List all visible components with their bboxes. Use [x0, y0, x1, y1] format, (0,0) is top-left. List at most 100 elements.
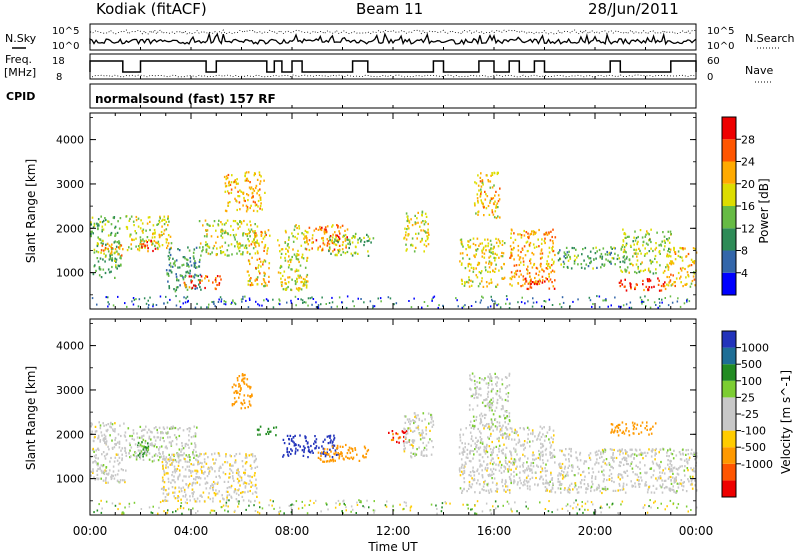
velocity-cell — [640, 453, 643, 456]
power-cell — [114, 251, 116, 254]
power-cell — [425, 215, 428, 218]
velocity-cell — [623, 432, 626, 435]
power-echo-cells — [90, 171, 698, 309]
velocity-cell — [591, 483, 594, 486]
power-cell — [317, 306, 320, 309]
power-cell — [538, 282, 541, 285]
power-cell — [635, 271, 638, 275]
power-cell — [526, 268, 528, 271]
velocity-echo-region — [282, 434, 339, 459]
velocity-cell — [329, 436, 331, 439]
power-cell — [114, 257, 116, 260]
power-cell — [103, 252, 105, 255]
velocity-cell — [678, 451, 681, 454]
velocity-cell — [508, 415, 511, 418]
power-cell — [659, 301, 661, 304]
velocity-cell — [254, 455, 256, 458]
power-cell — [171, 265, 174, 268]
velocity-cell — [240, 479, 243, 482]
power-cell — [264, 230, 266, 233]
power-cell — [224, 182, 227, 185]
power-cell — [294, 225, 296, 228]
velocity-cell — [212, 497, 214, 500]
velocity-cell — [153, 427, 156, 430]
power-cell — [612, 257, 615, 260]
velocity-cell — [482, 485, 485, 488]
velocity-cell — [238, 375, 241, 378]
power-cell — [116, 267, 118, 270]
velocity-cell — [602, 460, 604, 463]
velocity-cell — [194, 478, 197, 481]
power-cell — [252, 195, 254, 198]
velocity-cell — [527, 433, 529, 436]
power-cell — [525, 279, 528, 282]
velocity-cell — [600, 511, 602, 514]
power-cell — [165, 295, 167, 298]
velocity-cell — [609, 448, 612, 451]
power-cell — [626, 235, 629, 238]
velocity-cell — [414, 415, 416, 418]
power-cell — [557, 259, 560, 262]
power-cell — [521, 296, 523, 299]
power-cell — [260, 234, 263, 237]
velocity-cell — [175, 436, 178, 439]
velocity-cell — [545, 435, 547, 438]
velocity-cell — [515, 432, 518, 435]
velocity-cell — [111, 502, 114, 505]
power-cell — [393, 303, 395, 306]
velocity-cell — [373, 511, 375, 514]
velocity-cell — [161, 461, 164, 464]
power-cell — [115, 264, 117, 267]
power-cell — [442, 304, 444, 307]
power-cell — [252, 247, 255, 250]
velocity-cell — [601, 470, 603, 473]
power-cell — [107, 296, 109, 299]
power-cell — [344, 237, 347, 240]
power-cell — [92, 226, 95, 229]
power-cell — [407, 218, 409, 221]
velocity-cell — [145, 451, 148, 454]
power-cell — [543, 233, 545, 236]
power-cell — [288, 246, 290, 249]
velocity-cell — [693, 470, 696, 473]
power-cell — [285, 231, 287, 234]
power-cell — [665, 266, 667, 269]
velocity-cell — [496, 482, 498, 485]
velocity-cell — [153, 454, 156, 457]
power-cell — [357, 238, 359, 241]
power-cell — [622, 244, 624, 247]
velocity-cell — [174, 468, 176, 471]
velocity-cell — [174, 497, 177, 500]
velocity-cell — [163, 455, 165, 458]
power-cell — [403, 237, 405, 240]
velocity-cell — [97, 447, 99, 450]
velocity-cell — [440, 510, 443, 513]
power-cell — [263, 280, 266, 283]
velocity-cell — [675, 467, 678, 470]
velocity-cell — [199, 452, 201, 455]
velocity-cell — [170, 458, 173, 461]
velocity-cell — [225, 453, 227, 456]
power-cell — [544, 280, 546, 283]
velocity-cell — [196, 476, 199, 479]
power-cell — [527, 282, 530, 285]
power-cell — [527, 300, 529, 303]
velocity-cell — [509, 491, 511, 494]
velocity-cell — [604, 449, 607, 452]
velocity-cell — [491, 453, 493, 456]
power-cell — [236, 178, 238, 181]
velocity-cell — [97, 437, 99, 440]
velocity-cell — [403, 415, 406, 418]
velocity-cell — [672, 485, 674, 488]
velocity-cell — [630, 453, 633, 456]
velocity-cell — [248, 499, 250, 502]
power-cell — [589, 299, 592, 302]
power-cell — [152, 303, 154, 306]
velocity-cell — [182, 486, 185, 489]
velocity-cell — [145, 448, 147, 451]
velocity-cell — [340, 451, 342, 454]
velocity-cell — [249, 489, 251, 493]
velocity-cell — [103, 438, 106, 441]
velocity-cell — [324, 438, 326, 441]
velocity-cell — [97, 477, 100, 480]
